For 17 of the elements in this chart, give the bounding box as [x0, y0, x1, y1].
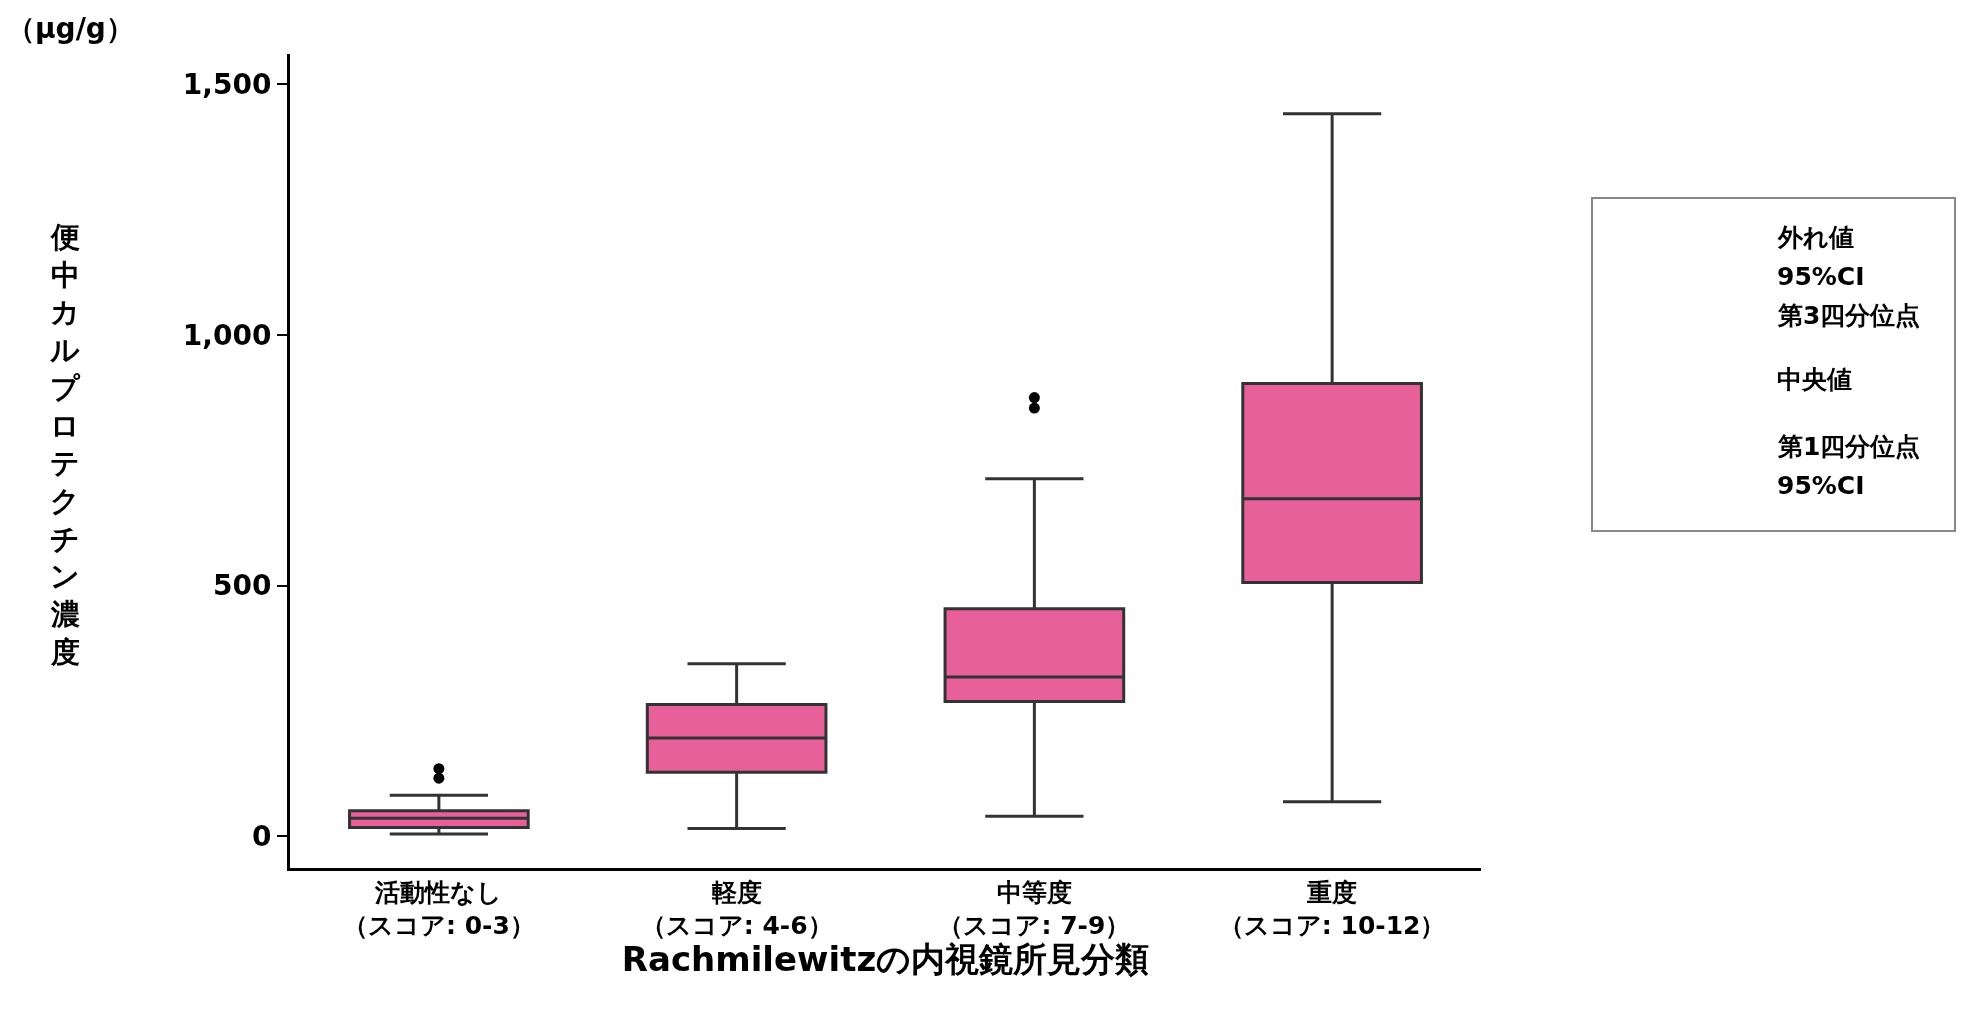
text: 第1四分位点 [1777, 432, 1921, 461]
text: （μg/g） [7, 12, 134, 45]
y-tick-label: 0 [251, 820, 272, 854]
text: 外れ値 [1777, 223, 1854, 252]
text: 95%CI [1777, 471, 1865, 500]
y-tick-label: 500 [212, 569, 272, 603]
text: 95%CI [1777, 262, 1865, 291]
x-tick-label: 重度（スコア: 10-12） [1218, 878, 1446, 940]
y-tick-label: 1,500 [182, 67, 272, 101]
y-tick-label: 1,000 [182, 318, 272, 352]
x-tick-label: 軽度（スコア: 4-6） [640, 878, 833, 940]
x-tick-label: 中等度（スコア: 7-9） [938, 878, 1131, 940]
x-tick-label: 活動性なし（スコア: 0-3） [342, 878, 535, 940]
text: 中央値 [1777, 365, 1852, 394]
x-axis-title: Rachmilewitzの内視鏡所見分類 [621, 939, 1150, 980]
text: 便中カルプロテクチン濃度 [50, 220, 80, 669]
text: 第3四分位点 [1777, 301, 1921, 330]
